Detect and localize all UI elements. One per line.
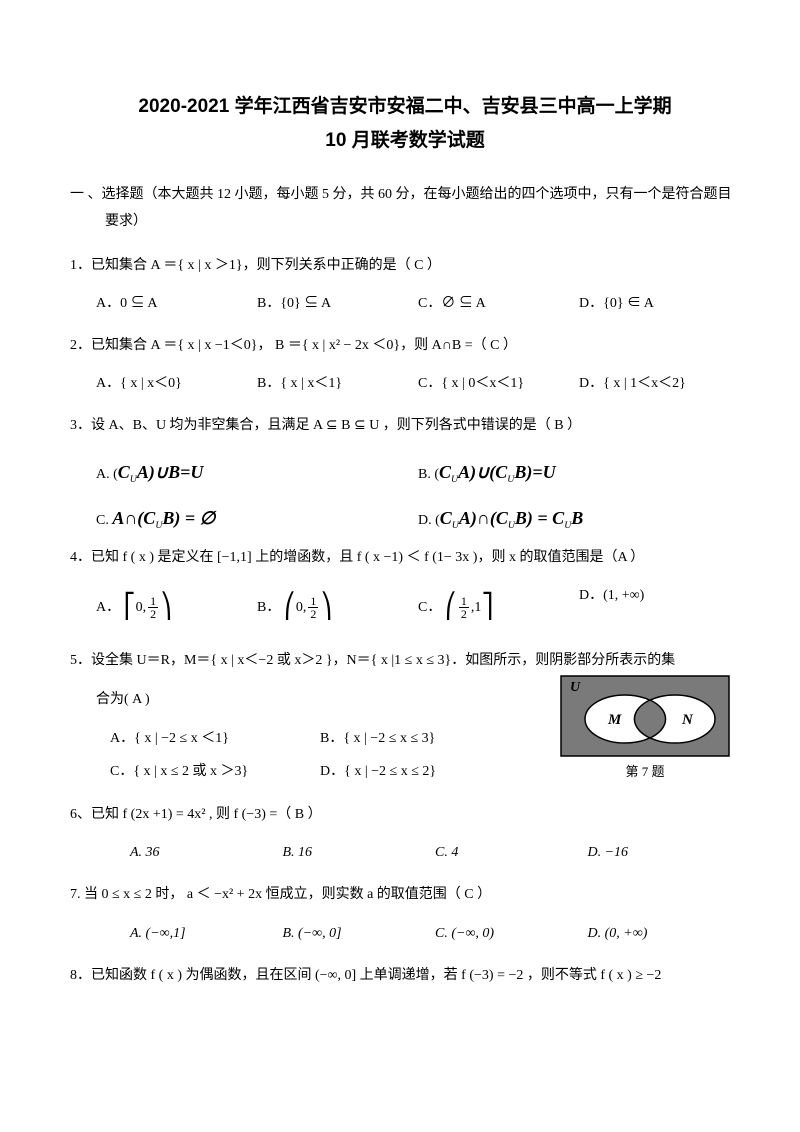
q4-opt-c: C． ⎛12,1⎤ xyxy=(418,580,579,635)
section-header: 一 、选择题（本大题共 12 小题，每小题 5 分，共 60 分，在每小题给出的… xyxy=(70,182,740,235)
q6-options: A. 36 B. 16 C. 4 D. −16 xyxy=(70,837,740,869)
q5-opt-c: C．{ x | x ≤ 2 或 x ＞3} xyxy=(110,755,320,789)
q1-opt-c: C．∅ ⊆ A xyxy=(418,288,579,320)
q2-opt-b: B．{ x | x＜1} xyxy=(257,368,418,400)
venn-diagram: U M N 第 7 题 xyxy=(560,675,730,780)
svg-text:M: M xyxy=(607,712,622,728)
q5-options: A．{ x | −2 ≤ x ＜1} B．{ x | −2 ≤ x ≤ 3} C… xyxy=(70,722,530,789)
q4-opt-d: D．(1, +∞) xyxy=(579,580,740,635)
q2-options: A．{ x | x＜0} B．{ x | x＜1} C．{ x | 0＜x＜1}… xyxy=(70,368,740,400)
q1-opt-a: A．0 ⊆ A xyxy=(96,288,257,320)
q7-opt-d: D. (0, +∞) xyxy=(588,918,741,950)
q2-opt-d: D．{ x | 1＜x＜2} xyxy=(579,368,740,400)
svg-text:U: U xyxy=(570,680,581,695)
q5-stem: 5．设全集 U＝R，M＝{ x | x＜−2 或 x＞2 }，N＝{ x |1 … xyxy=(70,645,740,677)
q7-opt-c: C. (−∞, 0) xyxy=(435,918,588,950)
q7-opt-b: B. (−∞, 0] xyxy=(283,918,436,950)
q3-opt-b: B. (CUA)∪(CUB)=U xyxy=(418,449,740,496)
q4-opt-a: A． ⎡0,12⎞ xyxy=(96,580,257,635)
title-line-1: 2020-2021 学年江西省吉安市安福二中、吉安县三中高一上学期 xyxy=(70,90,740,124)
q6-stem: 6、已知 f (2x +1) = 4x² , 则 f (−3) =（ B ） xyxy=(70,799,740,831)
q1-opt-b: B．{0} ⊆ A xyxy=(257,288,418,320)
title-line-2: 10 月联考数学试题 xyxy=(70,124,740,158)
q5-opt-d: D．{ x | −2 ≤ x ≤ 2} xyxy=(320,755,530,789)
q1-opt-d: D．{0} ∈ A xyxy=(579,288,740,320)
q5-opt-b: B．{ x | −2 ≤ x ≤ 3} xyxy=(320,722,530,756)
q4-options: A． ⎡0,12⎞ B． ⎛0,12⎞ C． ⎛12,1⎤ D．(1, +∞) xyxy=(70,580,740,635)
q3-opt-d: D. (CUA)∩(CUB) = CUB xyxy=(418,495,740,542)
q1-stem: 1．已知集合 A ＝{ x | x ＞1}，则下列关系中正确的是（ C ） xyxy=(70,250,740,282)
q4-opt-b: B． ⎛0,12⎞ xyxy=(257,580,418,635)
q6-opt-c: C. 4 xyxy=(435,837,588,869)
q1-options: A．0 ⊆ A B．{0} ⊆ A C．∅ ⊆ A D．{0} ∈ A xyxy=(70,288,740,320)
q5-block: 5．设全集 U＝R，M＝{ x | x＜−2 或 x＞2 }，N＝{ x |1 … xyxy=(70,645,740,789)
q5-opt-a: A．{ x | −2 ≤ x ＜1} xyxy=(110,722,320,756)
q3-opt-a: A. (CUA)∪B=U xyxy=(96,449,418,496)
q6-opt-d: D. −16 xyxy=(588,837,741,869)
q3-opt-c: C. A∩(CUB) = ∅ xyxy=(96,495,418,542)
q6-opt-b: B. 16 xyxy=(283,837,436,869)
q2-opt-a: A．{ x | x＜0} xyxy=(96,368,257,400)
q7-stem: 7. 当 0 ≤ x ≤ 2 时， a ＜ −x² + 2x 恒成立，则实数 a… xyxy=(70,879,740,911)
svg-text:N: N xyxy=(681,712,694,728)
q2-opt-c: C．{ x | 0＜x＜1} xyxy=(418,368,579,400)
q2-stem: 2．已知集合 A ＝{ x | x −1＜0}， B ＝{ x | x² − 2… xyxy=(70,330,740,362)
q7-options: A. (−∞,1] B. (−∞, 0] C. (−∞, 0) D. (0, +… xyxy=(70,918,740,950)
venn-caption: 第 7 题 xyxy=(560,761,730,780)
q4-stem: 4．已知 f ( x ) 是定义在 [−1,1] 上的增函数，且 f ( x −… xyxy=(70,542,740,574)
q6-opt-a: A. 36 xyxy=(130,837,283,869)
q3-stem: 3．设 A、B、U 均为非空集合，且满足 A ⊆ B ⊆ U ，则下列各式中错误… xyxy=(70,410,740,442)
q3-options: A. (CUA)∪B=U B. (CUA)∪(CUB)=U C. A∩(CUB)… xyxy=(70,449,740,543)
q8-stem: 8．已知函数 f ( x ) 为偶函数，且在区间 (−∞, 0] 上单调递增，若… xyxy=(70,960,740,992)
q7-opt-a: A. (−∞,1] xyxy=(130,918,283,950)
